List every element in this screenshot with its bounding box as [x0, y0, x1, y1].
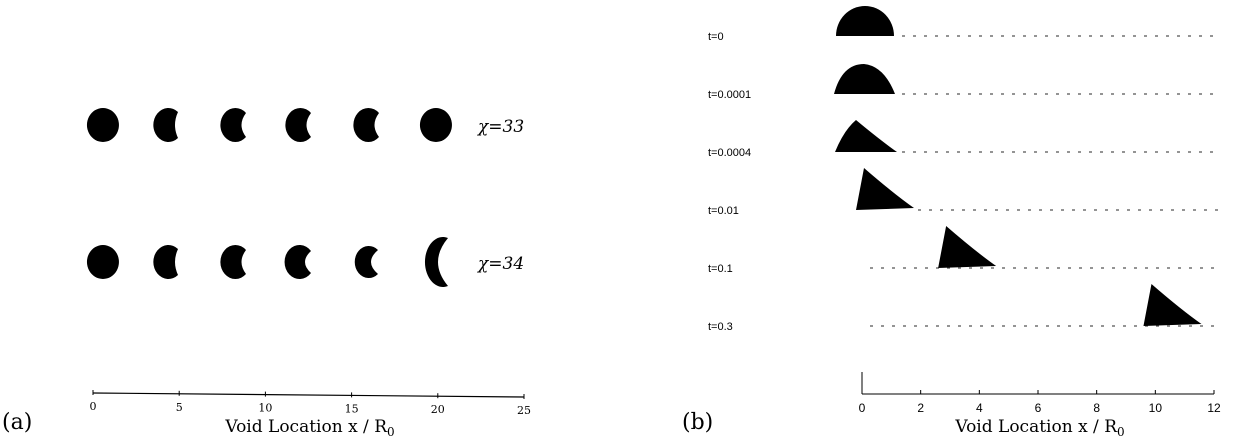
void-shape-row2-col3	[220, 244, 246, 279]
x-tick-label-0: 0	[90, 400, 97, 413]
void-shape-row1-col2	[153, 108, 178, 142]
void-shape-row2-col6	[424, 237, 448, 287]
row-label-chi-1: χ=33	[477, 117, 524, 137]
x-tick-label-25: 25	[517, 404, 531, 417]
void-shape-row2-col5	[354, 246, 378, 278]
x-tick-label-10: 10	[258, 402, 272, 415]
x-tick-label-10: 10	[1149, 401, 1163, 415]
void-shape-3	[835, 120, 897, 152]
time-label-1: t=0	[708, 31, 724, 43]
x-tick-label-4: 4	[976, 401, 983, 415]
row-label-chi-2: χ=34	[477, 254, 524, 274]
panel-a-label: (a)	[2, 410, 33, 435]
time-label-4: t=0.01	[708, 205, 739, 217]
x-tick-label-5: 5	[176, 401, 183, 414]
time-label-3: t=0.0004	[708, 147, 751, 159]
x-axis-label: Void Location x / R0	[224, 417, 394, 439]
panel-b-label: (b)	[682, 410, 714, 435]
void-shape-5	[938, 226, 997, 268]
x-tick-label-20: 20	[431, 403, 445, 416]
void-shape-row1-col3	[220, 108, 246, 143]
x-axis-label: Void Location x / R0	[954, 417, 1124, 439]
void-shape-row2-col4	[284, 245, 311, 279]
time-label-2: t=0.0001	[708, 89, 751, 101]
x-tick-label-6: 6	[1035, 401, 1042, 415]
void-shape-6	[1143, 284, 1202, 326]
x-tick-label-0: 0	[859, 401, 866, 415]
void-shape-row2-col2	[153, 244, 178, 279]
panel-a: χ=33 χ=34 0 5 10 15 20 25 Void Location x / R0	[86, 108, 531, 439]
x-axis-label-subscript: 0	[387, 425, 395, 439]
x-axis-label-subscript: 0	[1117, 425, 1125, 439]
x-axis-line	[92, 392, 525, 398]
x-tick-label-15: 15	[345, 402, 359, 415]
void-shape-row2-col1	[86, 245, 119, 279]
panel-b: t=0 t=0.0001 t=0.0004 t=0.01 t=0.1 t=0.3 0 2 4 6 8…	[708, 6, 1221, 439]
void-shape-2	[834, 64, 895, 94]
x-tick-label-12: 12	[1207, 401, 1221, 415]
time-label-5: t=0.1	[708, 263, 733, 275]
x-tick-label-2: 2	[917, 401, 924, 415]
x-tick-label-8: 8	[1093, 401, 1100, 415]
void-shape-row1-col5	[353, 108, 379, 142]
void-shape-row1-col4	[285, 108, 311, 142]
void-shape-4	[856, 168, 914, 210]
void-shape-row1-col1	[86, 108, 119, 142]
time-label-6: t=0.3	[708, 321, 733, 333]
void-shape-1	[836, 6, 894, 36]
void-shape-row1-col6	[419, 108, 452, 142]
